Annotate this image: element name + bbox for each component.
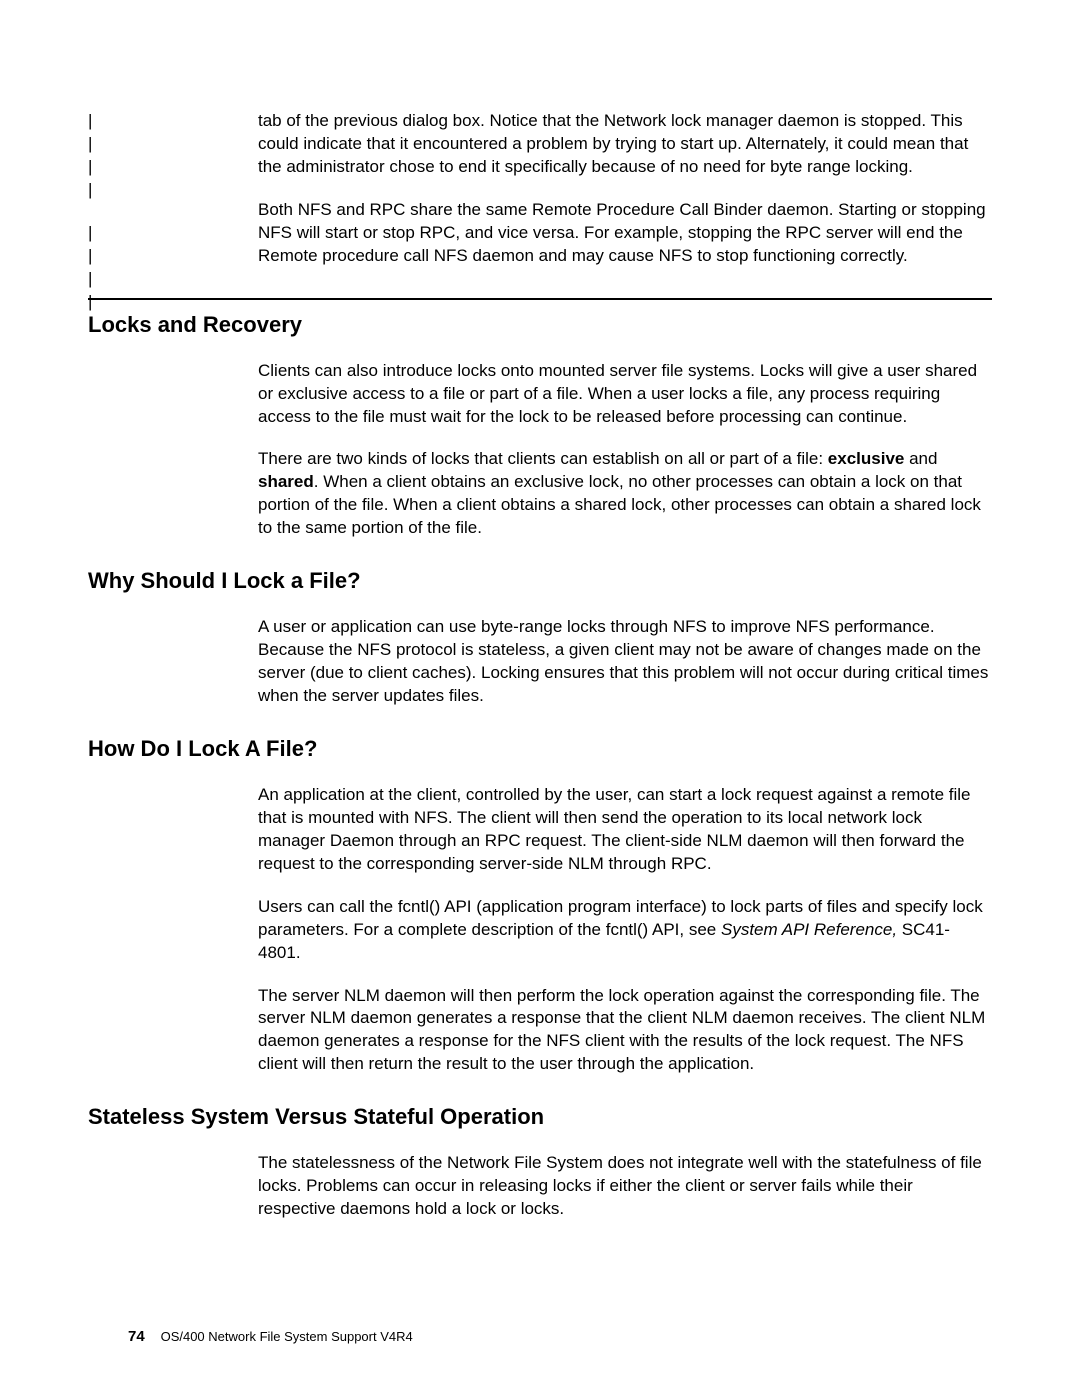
page-number: 74 — [128, 1328, 145, 1345]
heading-how-lock: How Do I Lock A File? — [88, 736, 992, 762]
change-marker: | — [88, 133, 92, 156]
change-markers-block2: | | | | — [88, 222, 92, 314]
section4-content: The statelessness of the Network File Sy… — [258, 1152, 992, 1221]
section2-paragraph-1: A user or application can use byte-range… — [258, 616, 992, 708]
section3-paragraph-2: Users can call the fcntl() API (applicat… — [258, 896, 992, 965]
intro-paragraph-1: tab of the previous dialog box. Notice t… — [258, 110, 992, 179]
section-divider — [88, 298, 992, 300]
footer-text: OS/400 Network File System Support V4R4 — [161, 1329, 413, 1344]
heading-stateless: Stateless System Versus Stateful Operati… — [88, 1104, 992, 1130]
heading-why-lock: Why Should I Lock a File? — [88, 568, 992, 594]
change-marker: | — [88, 222, 92, 245]
section3-paragraph-1: An application at the client, controlled… — [258, 784, 992, 876]
section3-content: An application at the client, controlled… — [258, 784, 992, 1076]
change-marker: | — [88, 179, 92, 202]
change-marker: | — [88, 110, 92, 133]
change-marker: | — [88, 156, 92, 179]
intro-section: tab of the previous dialog box. Notice t… — [258, 110, 992, 268]
document-page: | | | | | | | | tab of the previous dial… — [0, 0, 1080, 1397]
intro-paragraph-2: Both NFS and RPC share the same Remote P… — [258, 199, 992, 268]
section1-content: Clients can also introduce locks onto mo… — [258, 360, 992, 541]
heading-locks-recovery: Locks and Recovery — [88, 312, 992, 338]
section2-content: A user or application can use byte-range… — [258, 616, 992, 708]
change-marker: | — [88, 245, 92, 268]
change-marker: | — [88, 268, 92, 291]
section1-paragraph-1: Clients can also introduce locks onto mo… — [258, 360, 992, 429]
change-markers-block1: | | | | — [88, 110, 92, 202]
section4-paragraph-1: The statelessness of the Network File Sy… — [258, 1152, 992, 1221]
section3-paragraph-3: The server NLM daemon will then perform … — [258, 985, 992, 1077]
section1-paragraph-2: There are two kinds of locks that client… — [258, 448, 992, 540]
change-marker: | — [88, 291, 92, 314]
page-footer: 74 OS/400 Network File System Support V4… — [128, 1328, 413, 1345]
